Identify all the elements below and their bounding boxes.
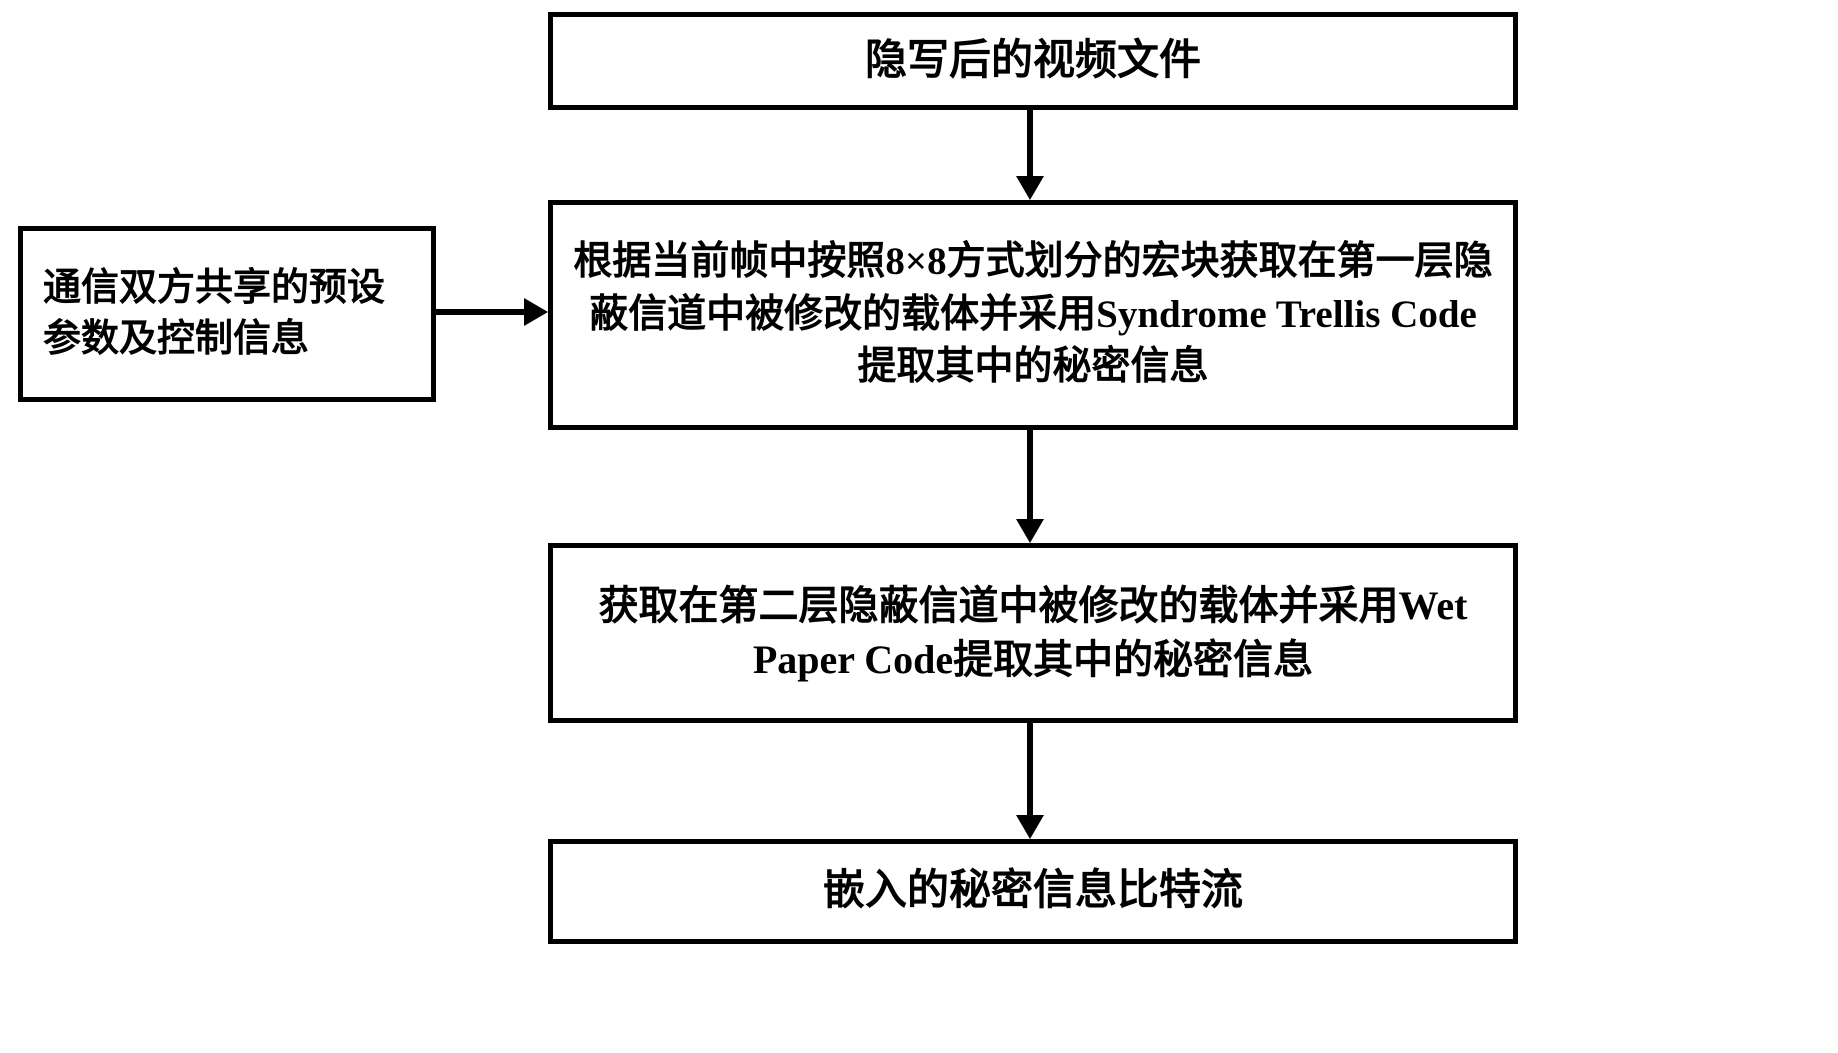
node-label: 通信双方共享的预设参数及控制信息 (43, 263, 411, 366)
arrow-head-icon (1016, 176, 1044, 200)
arrow-connector (1027, 430, 1033, 521)
flowchart-node-bit-stream: 嵌入的秘密信息比特流 (548, 839, 1518, 944)
arrow-head-icon (1016, 815, 1044, 839)
arrow-connector (1027, 110, 1033, 178)
arrow-connector (436, 309, 526, 315)
node-label: 隐写后的视频文件 (865, 33, 1201, 90)
arrow-head-icon (524, 298, 548, 326)
flowchart-node-shared-params: 通信双方共享的预设参数及控制信息 (18, 226, 436, 402)
flowchart-node-wet-paper-code: 获取在第二层隐蔽信道中被修改的载体并采用Wet Paper Code提取其中的秘… (548, 543, 1518, 723)
node-label: 获取在第二层隐蔽信道中被修改的载体并采用Wet Paper Code提取其中的秘… (573, 579, 1493, 687)
arrow-connector (1027, 723, 1033, 817)
flowchart-node-video-file: 隐写后的视频文件 (548, 12, 1518, 110)
node-label: 嵌入的秘密信息比特流 (823, 863, 1243, 920)
node-label: 根据当前帧中按照8×8方式划分的宏块获取在第一层隐蔽信道中被修改的载体并采用Sy… (573, 236, 1493, 394)
arrow-head-icon (1016, 519, 1044, 543)
flowchart-node-syndrome-trellis: 根据当前帧中按照8×8方式划分的宏块获取在第一层隐蔽信道中被修改的载体并采用Sy… (548, 200, 1518, 430)
